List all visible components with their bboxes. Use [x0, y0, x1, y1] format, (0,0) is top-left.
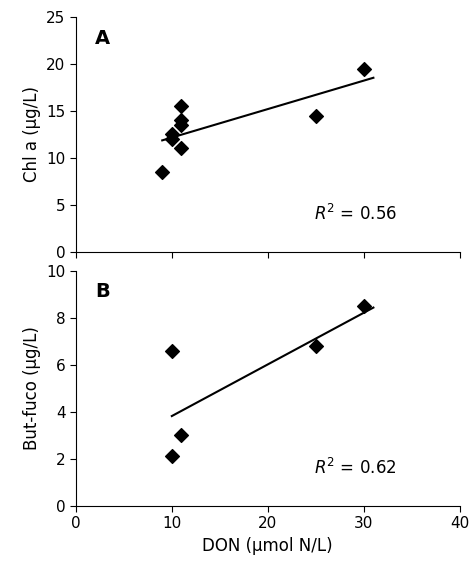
Point	[360, 301, 367, 310]
Text: A: A	[95, 29, 110, 48]
Point	[168, 346, 175, 355]
Point	[178, 120, 185, 129]
Point	[168, 135, 175, 144]
Point	[178, 102, 185, 111]
Point	[168, 452, 175, 461]
Point	[178, 144, 185, 153]
Point	[360, 64, 367, 73]
Point	[158, 167, 166, 176]
Text: $R^2$ = 0.62: $R^2$ = 0.62	[314, 457, 397, 478]
Point	[312, 342, 319, 351]
Text: B: B	[95, 283, 110, 301]
X-axis label: DON (μmol N/L): DON (μmol N/L)	[202, 537, 333, 555]
Y-axis label: Chl a (μg/L): Chl a (μg/L)	[23, 87, 41, 183]
Point	[168, 130, 175, 139]
Point	[312, 111, 319, 120]
Point	[178, 116, 185, 125]
Text: $R^2$ = 0.56: $R^2$ = 0.56	[314, 203, 397, 224]
Point	[178, 431, 185, 440]
Y-axis label: But-fuco (μg/L): But-fuco (μg/L)	[23, 327, 41, 450]
